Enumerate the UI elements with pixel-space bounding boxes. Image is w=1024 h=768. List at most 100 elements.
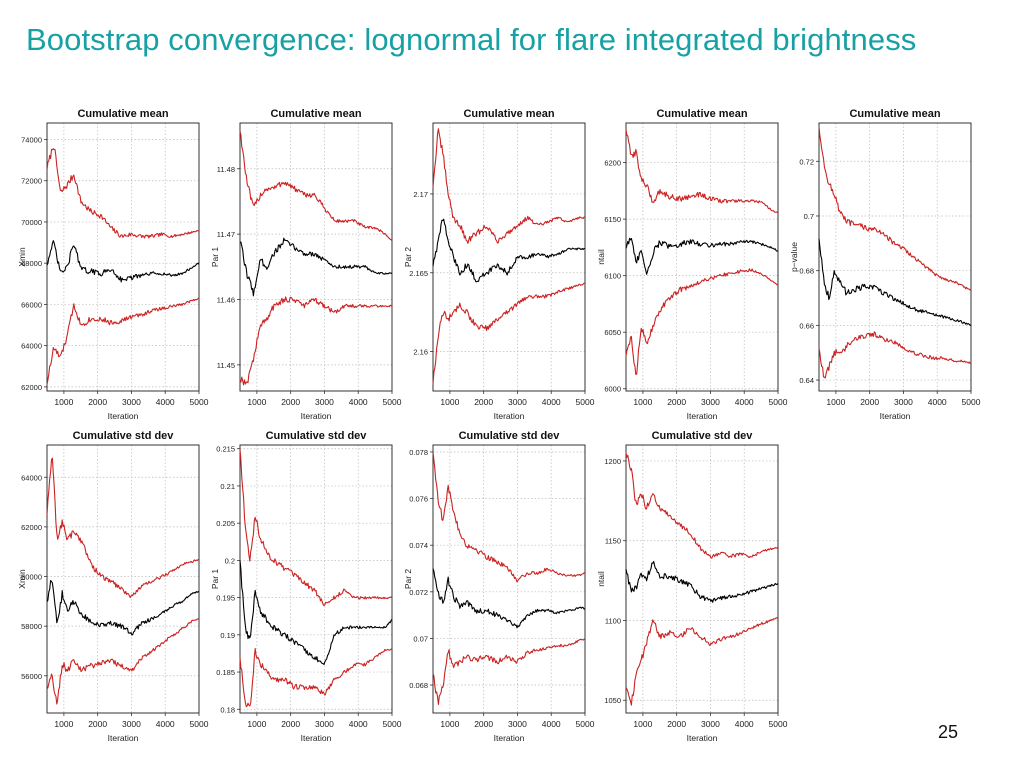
plot-frame bbox=[818, 122, 972, 392]
series-line-mean bbox=[432, 568, 586, 629]
chart-title: Cumulative mean bbox=[656, 108, 747, 120]
x-tick-label: 3000 bbox=[701, 719, 720, 729]
chart-title: Cumulative std dev bbox=[459, 430, 561, 442]
x-tick-label: 1000 bbox=[633, 719, 652, 729]
series-line-upper bbox=[239, 131, 393, 242]
series-line-mean bbox=[625, 237, 778, 275]
chart-panel-9: 1000 2000 3000 4000 5000 1050 1100 1150 1200 Cumu… bbox=[596, 430, 788, 743]
y-tick-label: 6200 bbox=[604, 159, 621, 168]
series-line-upper bbox=[432, 451, 586, 583]
x-tick-label: 5000 bbox=[383, 719, 402, 729]
x-tick-label: 3000 bbox=[122, 397, 141, 407]
y-tick-label: 6150 bbox=[604, 215, 621, 224]
x-axis-label: Iteration bbox=[494, 411, 525, 421]
series-line-upper bbox=[625, 452, 779, 559]
x-axis-label: Iteration bbox=[494, 733, 525, 743]
x-tick-label: 4000 bbox=[156, 397, 175, 407]
x-tick-label: 4000 bbox=[928, 397, 947, 407]
slide-title: Bootstrap convergence: lognormal for fla… bbox=[26, 22, 917, 57]
x-tick-label: 2000 bbox=[667, 397, 686, 407]
y-tick-label: 11.46 bbox=[217, 295, 235, 304]
x-axis-label: Iteration bbox=[880, 411, 911, 421]
y-axis-label: ntail bbox=[596, 249, 606, 265]
y-axis-label: p−value bbox=[789, 242, 799, 272]
chart-title: Cumulative std dev bbox=[73, 430, 175, 442]
series-line-upper bbox=[818, 126, 972, 291]
y-tick-label: 2.165 bbox=[409, 269, 428, 278]
x-tick-label: 3000 bbox=[315, 397, 334, 407]
x-axis-label: Iteration bbox=[687, 411, 718, 421]
x-tick-label: 5000 bbox=[769, 397, 788, 407]
x-tick-label: 5000 bbox=[576, 397, 595, 407]
x-tick-label: 5000 bbox=[383, 397, 402, 407]
x-tick-label: 5000 bbox=[576, 719, 595, 729]
y-tick-label: 0.72 bbox=[799, 157, 814, 166]
x-tick-label: 4000 bbox=[349, 719, 368, 729]
y-tick-label: 0.074 bbox=[409, 541, 428, 550]
x-tick-label: 4000 bbox=[156, 719, 175, 729]
x-tick-label: 3000 bbox=[508, 397, 527, 407]
x-tick-label: 2000 bbox=[474, 397, 493, 407]
x-axis-label: Iteration bbox=[301, 733, 332, 743]
series-line-upper bbox=[432, 128, 586, 244]
chart-title: Cumulative mean bbox=[270, 108, 361, 120]
x-tick-label: 1000 bbox=[54, 719, 73, 729]
y-tick-label: 0.68 bbox=[799, 267, 814, 276]
x-tick-label: 2000 bbox=[88, 397, 107, 407]
chart-title: Cumulative std dev bbox=[652, 430, 754, 442]
y-tick-label: 11.45 bbox=[217, 361, 235, 370]
y-tick-label: 0.072 bbox=[409, 588, 428, 597]
plot-frame bbox=[46, 444, 200, 714]
y-tick-label: 62000 bbox=[21, 523, 42, 532]
series-line-upper bbox=[625, 129, 779, 214]
y-tick-label: 11.47 bbox=[217, 230, 235, 239]
x-tick-label: 4000 bbox=[349, 397, 368, 407]
y-tick-label: 6000 bbox=[604, 385, 621, 394]
plot-frame bbox=[625, 122, 779, 392]
x-axis-label: Iteration bbox=[108, 733, 139, 743]
y-tick-label: 0.66 bbox=[799, 321, 814, 330]
series-line-lower bbox=[432, 638, 586, 706]
y-tick-label: 6050 bbox=[604, 328, 621, 337]
series-line-mean bbox=[46, 240, 200, 283]
page-number: 25 bbox=[938, 722, 959, 742]
x-tick-label: 3000 bbox=[122, 719, 141, 729]
plot-frame bbox=[625, 444, 779, 714]
y-tick-label: 0.205 bbox=[216, 519, 235, 528]
y-axis-label: Par 2 bbox=[403, 247, 413, 268]
x-tick-label: 2000 bbox=[667, 719, 686, 729]
series-line-lower bbox=[818, 331, 972, 379]
series-line-mean bbox=[432, 218, 585, 283]
y-tick-label: 1100 bbox=[605, 616, 621, 625]
chart-panel-8: 1000 2000 3000 4000 5000 0.068 0.07 0.072 0.074 0… bbox=[403, 430, 595, 743]
x-axis-label: Iteration bbox=[301, 411, 332, 421]
plot-frame bbox=[239, 122, 393, 392]
x-tick-label: 1000 bbox=[633, 397, 652, 407]
y-tick-label: 72000 bbox=[21, 177, 42, 186]
chart-title: Cumulative mean bbox=[77, 108, 168, 120]
y-tick-label: 0.64 bbox=[799, 376, 814, 385]
y-tick-label: 58000 bbox=[21, 622, 42, 631]
y-tick-label: 0.2 bbox=[225, 556, 235, 565]
y-tick-label: 68000 bbox=[21, 259, 42, 268]
x-tick-label: 2000 bbox=[88, 719, 107, 729]
y-tick-label: 0.215 bbox=[216, 445, 235, 454]
y-tick-label: 0.078 bbox=[409, 448, 428, 457]
x-tick-label: 1000 bbox=[247, 397, 266, 407]
y-tick-label: 0.068 bbox=[409, 681, 428, 690]
y-tick-label: 0.076 bbox=[409, 495, 428, 504]
chart-title: Cumulative mean bbox=[463, 108, 554, 120]
y-tick-label: 64000 bbox=[21, 473, 42, 482]
series-line-lower bbox=[239, 648, 393, 708]
y-tick-label: 1150 bbox=[605, 537, 621, 546]
y-tick-label: 70000 bbox=[21, 218, 42, 227]
chart-title: Cumulative mean bbox=[849, 108, 940, 120]
plot-frame bbox=[46, 122, 200, 392]
series-line-lower bbox=[625, 268, 779, 375]
series-line-lower bbox=[239, 296, 393, 386]
series-line-mean bbox=[46, 579, 200, 636]
x-tick-label: 3000 bbox=[894, 397, 913, 407]
y-tick-label: 0.18 bbox=[220, 705, 235, 714]
x-tick-label: 4000 bbox=[735, 719, 754, 729]
plot-frame bbox=[432, 444, 586, 714]
